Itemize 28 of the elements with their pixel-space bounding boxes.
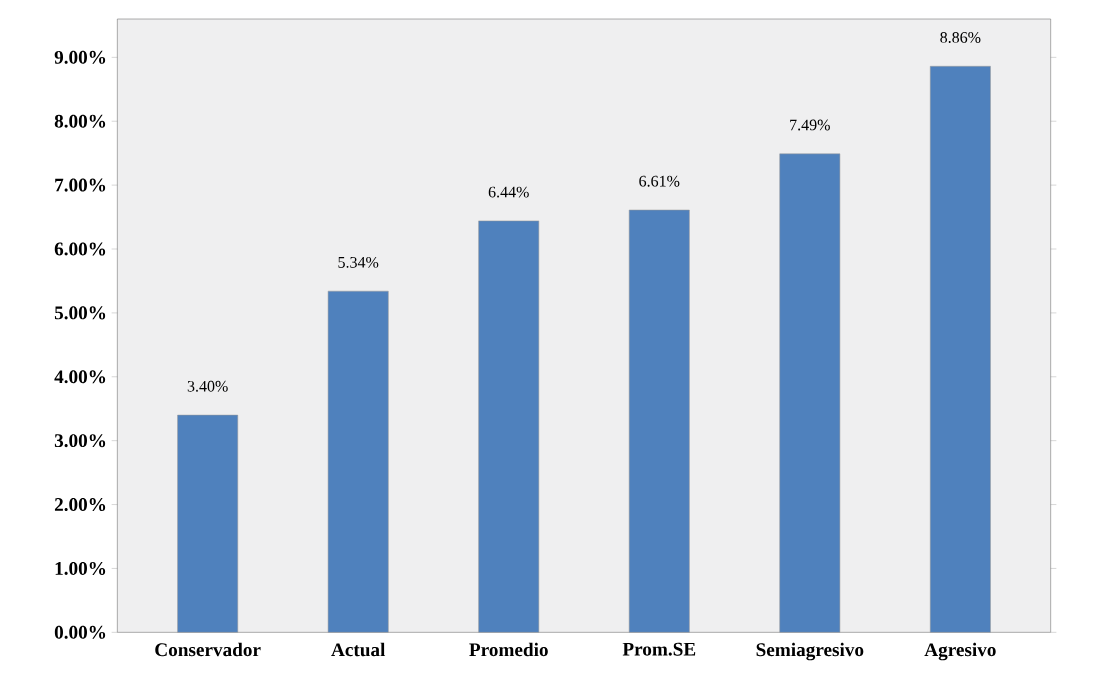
x-tick-label: Semiagresivo [756,642,864,661]
x-tick-label: Conservador [155,642,261,657]
bar [327,290,389,633]
y-tick-label: 1.00% [55,561,106,575]
data-label: 5.34% [338,256,379,268]
y-tick-label: 2.00% [54,498,106,512]
bar [779,153,841,633]
y-tick-label: 3.00% [54,434,106,448]
y-tick-label: 4.00% [54,370,106,384]
bar [628,209,690,633]
y-tick-label: 6.00% [54,242,106,256]
y-tick-label: 7.00% [55,178,106,192]
x-tick-label: Agresivo [924,642,996,661]
data-label: 6.61% [639,175,680,187]
data-label: 3.40% [187,380,228,392]
bar [478,220,540,633]
y-tick-label: 9.00% [54,50,106,64]
bar [929,66,991,633]
data-label: 7.49% [790,119,830,131]
data-label: 8.86% [940,32,981,43]
bar [177,414,239,633]
x-tick-label: Actual [331,642,386,657]
x-tick-label: Prom.SE [622,642,696,656]
y-tick-label: 8.00% [54,114,106,128]
y-tick-label: 0.00% [54,625,106,639]
y-tick-label: 5.00% [54,306,106,320]
x-tick-label: Promedio [469,642,548,657]
data-label: 6.44% [488,186,529,198]
